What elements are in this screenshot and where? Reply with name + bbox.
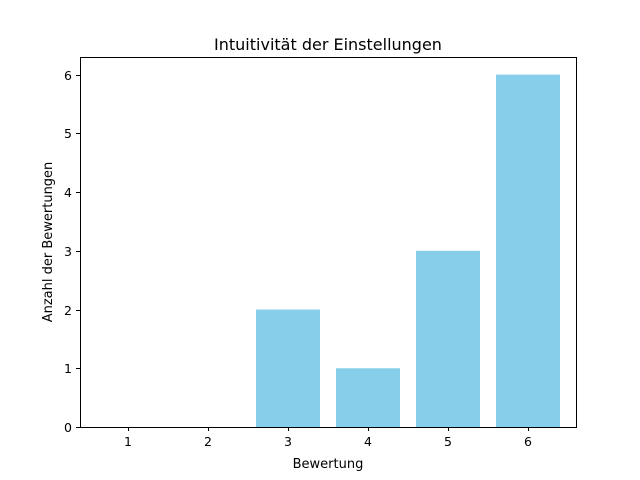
y-tick-label: 2 (64, 303, 72, 318)
x-tick-label: 4 (364, 434, 372, 449)
x-tick-label: 2 (204, 434, 212, 449)
y-tick-label: 6 (64, 68, 72, 83)
y-tick-label: 1 (64, 361, 72, 376)
bar-6 (496, 74, 560, 427)
bar-3 (256, 309, 320, 427)
y-axis-ticks: 0 1 2 3 4 5 6 (64, 68, 80, 435)
y-tick-label: 3 (64, 244, 72, 259)
x-tick-label: 1 (124, 434, 132, 449)
bar-5 (416, 250, 480, 427)
bars-group (256, 74, 560, 427)
y-axis-label: Anzahl der Bewertungen (41, 162, 56, 323)
x-tick-label: 5 (444, 434, 452, 449)
x-tick-label: 3 (284, 434, 292, 449)
bar-4 (336, 368, 400, 427)
plot-area-frame (80, 57, 577, 428)
x-axis-ticks: 1 2 3 4 5 6 (124, 427, 532, 449)
y-tick-label: 5 (64, 126, 72, 141)
y-tick-label: 4 (64, 185, 72, 200)
chart-title: Intuitivität der Einstellungen (214, 35, 442, 54)
y-tick-label: 0 (64, 420, 72, 435)
x-axis-label: Bewertung (293, 457, 364, 472)
x-tick-label: 6 (524, 434, 532, 449)
